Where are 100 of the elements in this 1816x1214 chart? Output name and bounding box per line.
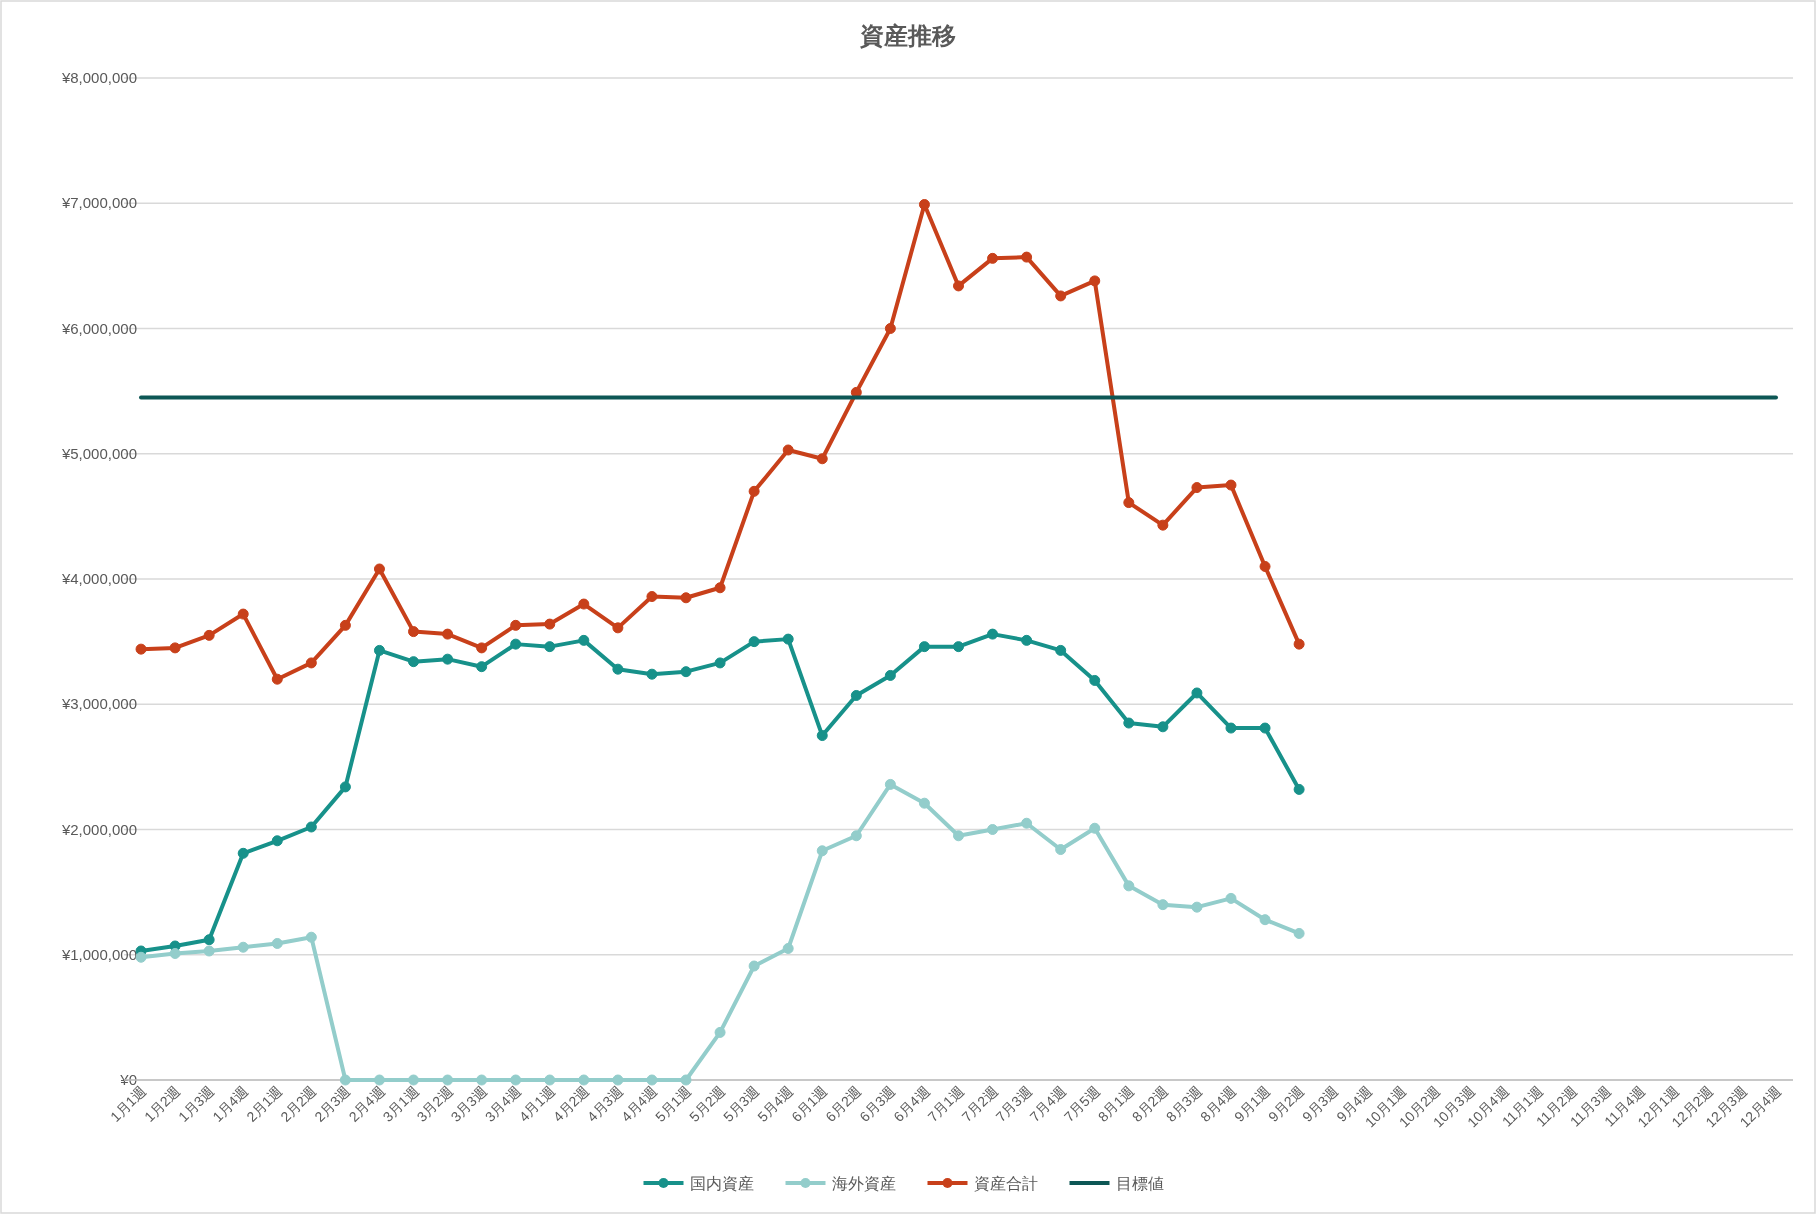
point bbox=[1055, 644, 1067, 656]
point bbox=[1089, 822, 1101, 834]
point bbox=[953, 280, 964, 292]
legend-label: 国内資産 bbox=[689, 1175, 754, 1192]
point bbox=[135, 643, 147, 655]
point bbox=[271, 937, 283, 949]
point bbox=[953, 830, 964, 842]
point bbox=[1089, 275, 1101, 287]
point bbox=[476, 642, 488, 654]
chart-title: 資産推移 bbox=[859, 22, 956, 49]
point bbox=[714, 582, 726, 594]
point bbox=[646, 1074, 658, 1086]
point bbox=[442, 628, 454, 640]
point bbox=[1259, 914, 1271, 926]
point bbox=[1021, 634, 1033, 646]
point bbox=[373, 563, 385, 575]
point bbox=[544, 618, 556, 630]
point bbox=[850, 830, 862, 842]
y-tick-label: ¥3,000,000 bbox=[60, 695, 137, 713]
point bbox=[1259, 560, 1271, 572]
point bbox=[987, 252, 999, 264]
point bbox=[339, 781, 351, 793]
point bbox=[612, 663, 624, 675]
point bbox=[646, 591, 658, 603]
legend-label: 目標値 bbox=[1115, 1175, 1164, 1192]
point bbox=[1021, 817, 1033, 829]
point bbox=[237, 847, 249, 859]
point bbox=[987, 824, 999, 835]
y-tick-label: ¥0 bbox=[119, 1071, 137, 1088]
point bbox=[884, 778, 896, 790]
point bbox=[816, 453, 828, 465]
point bbox=[816, 845, 828, 857]
point bbox=[373, 1074, 385, 1086]
point bbox=[782, 444, 794, 456]
point bbox=[510, 619, 522, 631]
legend-label: 資産合計 bbox=[973, 1175, 1038, 1192]
point bbox=[169, 642, 181, 654]
point bbox=[339, 1074, 351, 1086]
point bbox=[1157, 519, 1169, 531]
point bbox=[748, 636, 760, 648]
point bbox=[782, 633, 794, 645]
point bbox=[578, 634, 590, 646]
point bbox=[918, 797, 930, 809]
point bbox=[408, 656, 420, 668]
point bbox=[1123, 497, 1135, 509]
point bbox=[1123, 717, 1135, 729]
point bbox=[748, 960, 760, 972]
point bbox=[578, 1074, 590, 1086]
point bbox=[203, 934, 215, 946]
point bbox=[305, 931, 317, 943]
point bbox=[1055, 290, 1067, 302]
point bbox=[680, 1074, 692, 1086]
point bbox=[476, 1074, 488, 1086]
point bbox=[339, 619, 351, 631]
y-tick-label: ¥5,000,000 bbox=[60, 444, 137, 462]
point bbox=[305, 821, 317, 833]
point bbox=[1225, 479, 1237, 491]
point bbox=[1293, 927, 1305, 939]
point bbox=[1157, 899, 1169, 911]
point bbox=[987, 628, 999, 640]
point bbox=[953, 641, 964, 653]
point bbox=[884, 669, 896, 681]
point bbox=[918, 199, 930, 210]
point bbox=[408, 626, 420, 638]
point bbox=[612, 622, 624, 634]
point bbox=[1191, 687, 1203, 699]
y-tick-label: ¥1,000,000 bbox=[60, 945, 137, 963]
point bbox=[1259, 722, 1271, 734]
point bbox=[612, 1074, 624, 1086]
y-tick-label: ¥6,000,000 bbox=[60, 319, 137, 337]
point bbox=[1225, 722, 1237, 734]
point bbox=[1293, 783, 1305, 795]
point bbox=[918, 641, 930, 653]
point bbox=[476, 661, 488, 673]
point bbox=[1293, 638, 1305, 650]
point bbox=[782, 942, 794, 954]
point bbox=[680, 592, 692, 604]
point bbox=[373, 644, 385, 656]
point bbox=[1191, 901, 1203, 913]
point bbox=[544, 1074, 556, 1086]
point bbox=[1021, 251, 1033, 263]
point bbox=[1123, 880, 1135, 892]
point bbox=[714, 657, 726, 669]
y-tick-label: ¥4,000,000 bbox=[60, 570, 137, 587]
point bbox=[884, 323, 896, 334]
point bbox=[680, 666, 692, 678]
point bbox=[510, 638, 522, 650]
point bbox=[1089, 674, 1101, 686]
point bbox=[1191, 482, 1203, 494]
point bbox=[646, 668, 658, 680]
point bbox=[169, 948, 181, 959]
point bbox=[442, 1074, 454, 1086]
point bbox=[578, 598, 590, 610]
point bbox=[237, 941, 249, 953]
point bbox=[510, 1074, 522, 1086]
point bbox=[1055, 844, 1067, 856]
point bbox=[408, 1074, 420, 1086]
point bbox=[816, 730, 828, 742]
y-tick-label: ¥7,000,000 bbox=[60, 194, 137, 212]
point bbox=[714, 1026, 726, 1038]
